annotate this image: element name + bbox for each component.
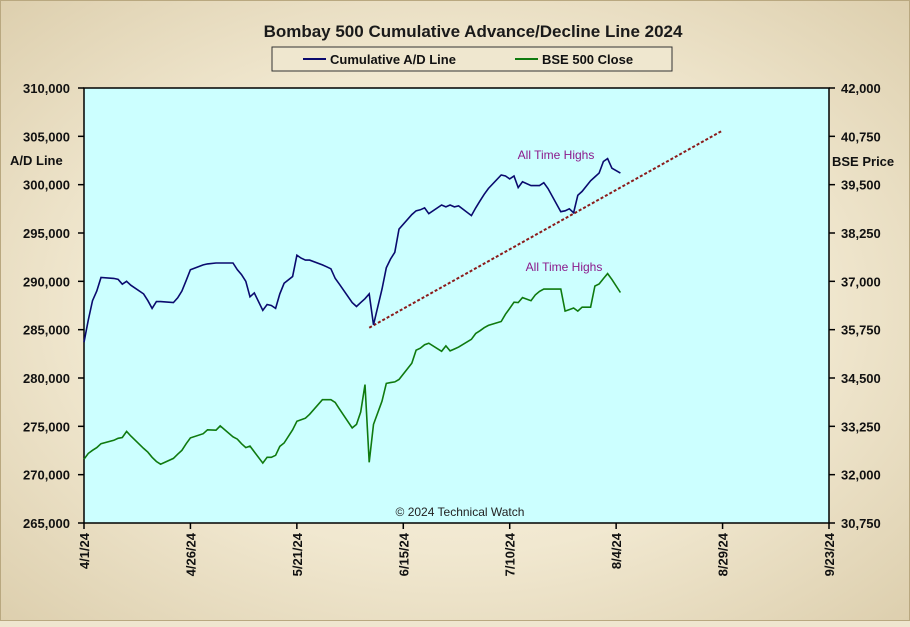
y-tick-label-left: 310,000	[23, 81, 70, 96]
y-axis-right-label: BSE Price	[832, 154, 894, 169]
y-tick-label-right: 35,750	[841, 323, 881, 338]
x-tick-label: 8/29/24	[716, 532, 731, 576]
x-tick-label: 4/1/24	[77, 532, 92, 569]
x-tick-label: 6/15/24	[396, 532, 411, 576]
y-axis-left-label: A/D Line	[10, 153, 63, 168]
y-tick-label-left: 265,000	[23, 516, 70, 531]
y-tick-label-left: 275,000	[23, 419, 70, 434]
y-tick-label-left: 305,000	[23, 129, 70, 144]
x-tick-label: 7/10/24	[503, 532, 518, 576]
y-axis-right: 42,000 40,750 39,500 38,250 37,000 35,750 34,5…	[829, 81, 881, 531]
y-tick-label-right: 33,250	[841, 419, 881, 434]
x-tick-label: 5/21/24	[290, 532, 305, 576]
x-tick-label: 9/23/24	[822, 532, 837, 576]
y-tick-label-left: 280,000	[23, 371, 70, 386]
y-tick-label-right: 32,000	[841, 468, 881, 483]
annotation-bse-all-time-highs: All Time Highs	[526, 260, 603, 274]
y-tick-label-right: 38,250	[841, 226, 881, 241]
y-tick-label-left: 295,000	[23, 226, 70, 241]
y-tick-label-right: 30,750	[841, 516, 881, 531]
y-tick-label-right: 34,500	[841, 371, 881, 386]
x-tick-label: 4/26/24	[183, 532, 198, 576]
x-axis: 4/1/24 4/26/24 5/21/24 6/15/24 7/10/24 8/4/24…	[77, 523, 837, 576]
legend-label-ad-line: Cumulative A/D Line	[330, 52, 456, 67]
y-tick-label-right: 40,750	[841, 129, 881, 144]
annotation-ad-all-time-highs: All Time Highs	[518, 148, 595, 162]
y-tick-label-right: 39,500	[841, 178, 881, 193]
x-tick-label: 8/4/24	[609, 532, 624, 569]
y-tick-label-left: 285,000	[23, 323, 70, 338]
y-tick-label-left: 290,000	[23, 274, 70, 289]
y-tick-label-left: 300,000	[23, 178, 70, 193]
legend-box	[271, 46, 673, 72]
series-line-bse	[83, 272, 622, 466]
legend-label-bse: BSE 500 Close	[542, 52, 633, 67]
copyright: © 2024 Technical Watch	[396, 505, 525, 519]
series-line-ad-line	[83, 157, 621, 343]
y-tick-label-left: 270,000	[23, 468, 70, 483]
legend: Cumulative A/D Line BSE 500 Close	[271, 46, 673, 72]
y-tick-label-right: 42,000	[841, 81, 881, 96]
plot-area	[83, 87, 830, 524]
y-tick-label-right: 37,000	[841, 274, 881, 289]
trendline	[368, 129, 724, 329]
chart-title: Bombay 500 Cumulative Advance/Decline Li…	[264, 22, 683, 41]
y-axis-left: 310,000 305,000 300,000 295,000 290,000 285,0…	[23, 81, 84, 531]
